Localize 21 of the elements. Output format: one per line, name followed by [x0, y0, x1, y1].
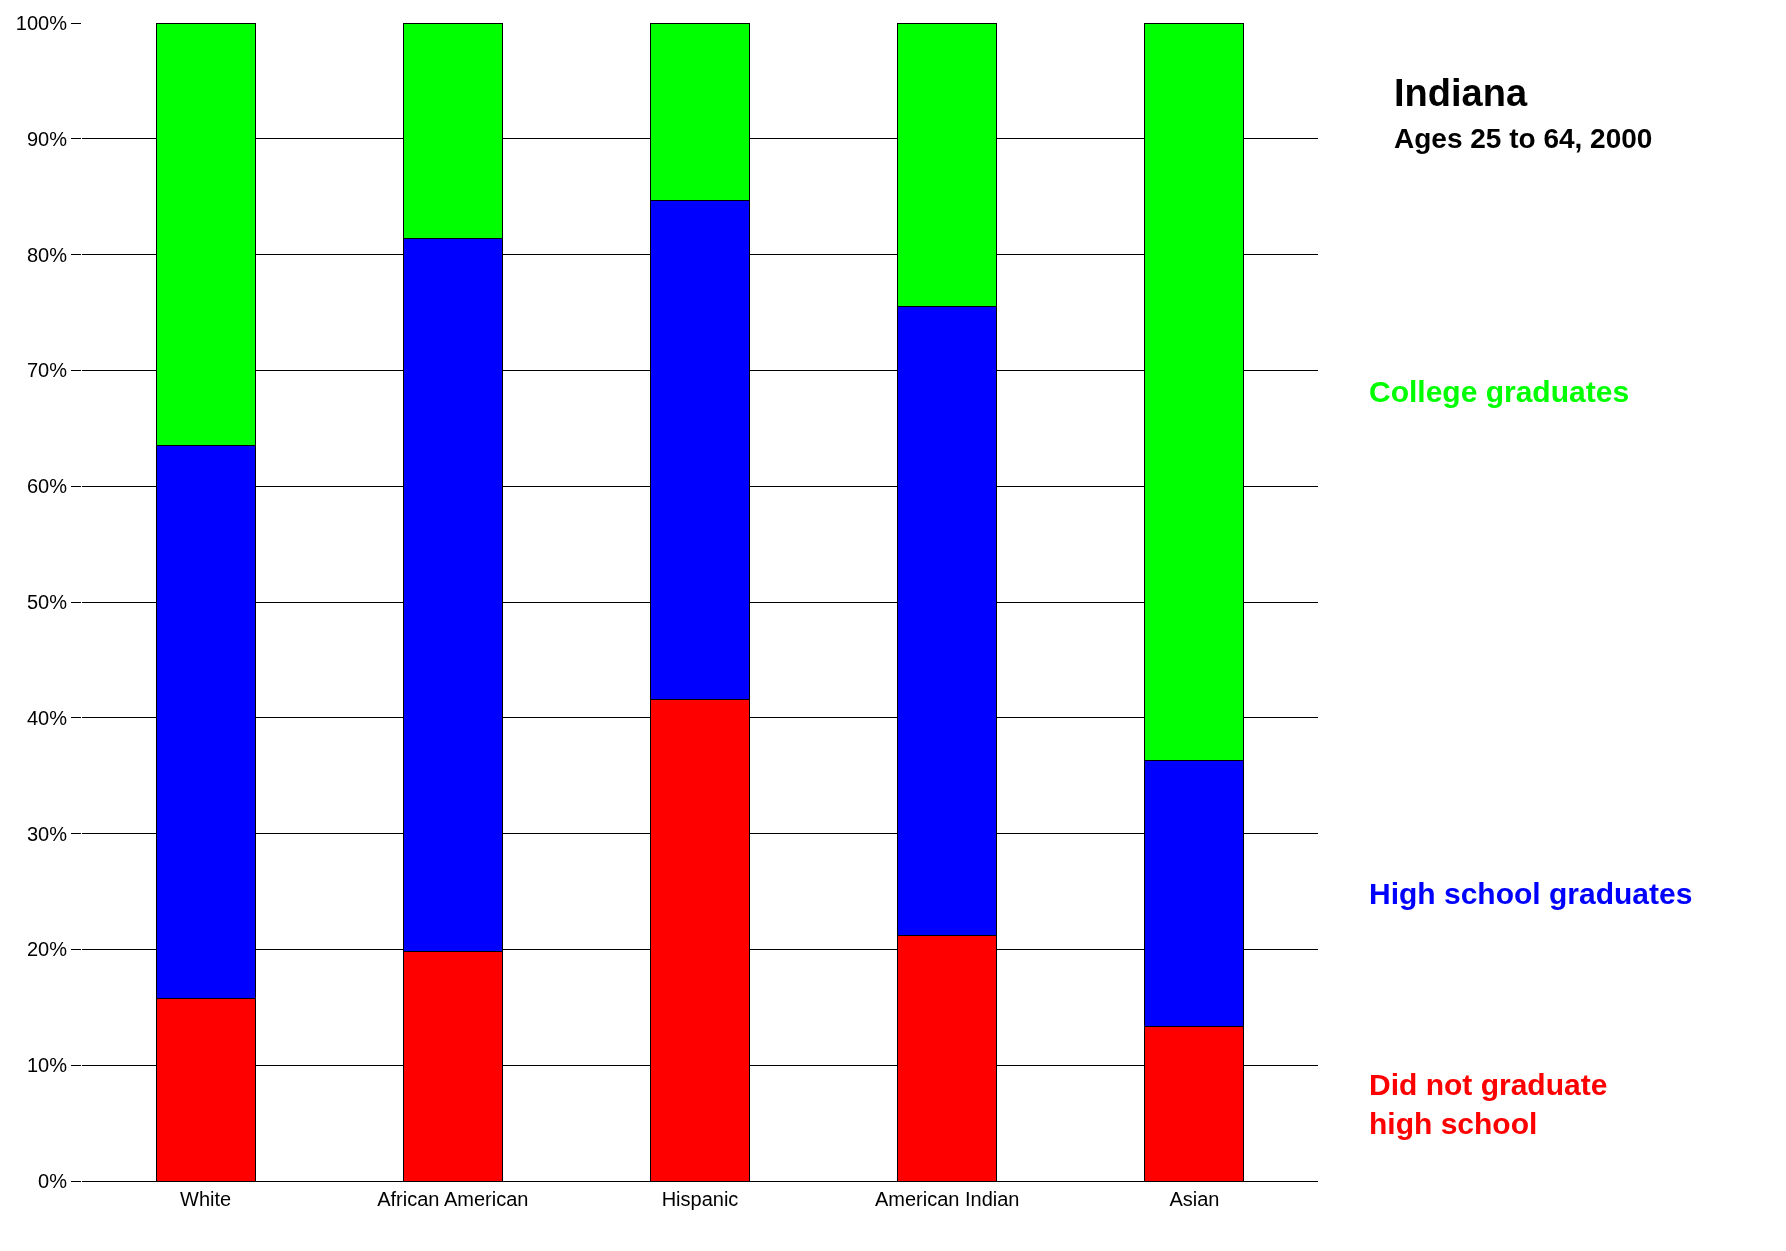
- y-tick-label: 30%: [26, 822, 68, 845]
- y-tick-label: 100%: [15, 12, 68, 34]
- x-tick-label: Asian: [1169, 1188, 1220, 1210]
- y-tick-label: 10%: [26, 1054, 68, 1077]
- text: Did not graduate high school: [1369, 1068, 1608, 1140]
- y-tick-label: 20%: [26, 938, 68, 961]
- x-tick-label: White: [180, 1188, 232, 1210]
- x-tick-label: American Indian: [874, 1188, 1020, 1210]
- y-tick-label: 60%: [26, 475, 68, 498]
- x-tick-label: Hispanic: [661, 1188, 739, 1210]
- y-tick-label: 70%: [26, 359, 68, 382]
- y-tick-label: 80%: [26, 243, 68, 266]
- y-tick-label: 90%: [26, 127, 68, 150]
- y-tick-label: 50%: [26, 591, 68, 613]
- y-tick-label: 0%: [38, 1170, 68, 1192]
- text: Ages 25 to 64, 2000: [1394, 123, 1653, 154]
- text: College graduates: [1369, 375, 1630, 408]
- text: High school graduates: [1369, 877, 1693, 910]
- x-tick-label: African American: [377, 1188, 529, 1210]
- y-tick-label: 40%: [26, 706, 68, 729]
- text: Indiana: [1394, 72, 1528, 114]
